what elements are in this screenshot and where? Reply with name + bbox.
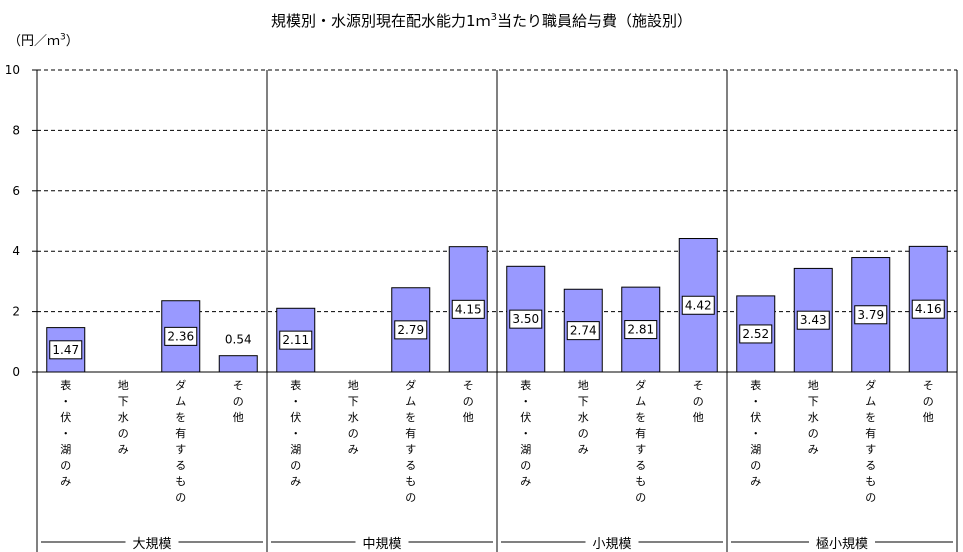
- group-label-bg: [809, 534, 875, 552]
- value-label: 4.42: [685, 298, 712, 312]
- value-label-box: [796, 310, 830, 330]
- y-tick-label: 4: [12, 244, 20, 258]
- value-label: 1.47: [52, 343, 79, 357]
- value-label-box: [49, 340, 83, 360]
- value-label: 2.74: [570, 324, 597, 338]
- value-label: 4.16: [915, 302, 942, 316]
- group-label: 極小規模: [816, 536, 868, 552]
- value-label-box: [624, 320, 658, 340]
- value-label: 3.43: [800, 313, 827, 327]
- value-label-box: [451, 299, 485, 319]
- y-tick-label: 0: [12, 365, 20, 379]
- value-label-box: [566, 321, 600, 341]
- value-label-box: [681, 295, 715, 315]
- chart-title: 規模別・水源別現在配水能力1ｍ3当たり職員給与費（施設別）: [271, 12, 692, 30]
- value-label-box: [739, 324, 773, 344]
- value-label-box: [164, 326, 198, 346]
- category-label: その他: [693, 379, 704, 424]
- y-tick-label: 10: [5, 63, 20, 77]
- group-label-bg: [585, 534, 639, 552]
- category-label: その他: [233, 379, 244, 424]
- y-tick-label: 6: [12, 184, 20, 198]
- category-label: ダムを有するもの: [405, 378, 416, 504]
- y-tick-label: 8: [12, 123, 20, 137]
- category-label: 地下水のみ: [348, 379, 359, 456]
- value-label-box: [279, 330, 313, 350]
- category-label: 表・伏・湖のみ: [750, 378, 761, 488]
- value-label-box: [854, 305, 888, 325]
- value-label: 2.52: [742, 327, 769, 341]
- group-label: 小規模: [592, 537, 631, 552]
- y-axis-unit: （円／ｍ3）: [8, 32, 79, 49]
- group-label-bg: [125, 534, 179, 552]
- value-label: 4.15: [455, 302, 482, 316]
- category-label: 表・伏・湖のみ: [290, 378, 301, 488]
- group-label-bg: [355, 534, 409, 552]
- value-label: 3.50: [512, 312, 539, 326]
- value-label-box: [911, 299, 945, 319]
- category-label: 地下水のみ: [578, 379, 589, 456]
- category-label: 地下水のみ: [808, 379, 819, 456]
- bar: [218, 355, 258, 373]
- category-label: 表・伏・湖のみ: [520, 378, 531, 488]
- value-label: 3.79: [857, 308, 884, 322]
- category-label: ダムを有するもの: [865, 378, 876, 504]
- group-label: 中規模: [362, 537, 401, 552]
- value-label: 2.36: [167, 329, 194, 343]
- value-label: 2.79: [397, 323, 424, 337]
- category-label: ダムを有するもの: [175, 378, 186, 504]
- category-label: その他: [923, 379, 934, 424]
- value-label: 2.11: [282, 333, 309, 347]
- category-label: ダムを有するもの: [635, 378, 646, 504]
- category-label: 地下水のみ: [118, 379, 129, 456]
- value-label-box: [509, 309, 543, 329]
- category-label: 表・伏・湖のみ: [60, 378, 71, 488]
- category-label: その他: [463, 379, 474, 424]
- value-label: 2.81: [627, 323, 654, 337]
- group-label: 大規模: [132, 537, 171, 552]
- value-label-box: [394, 320, 428, 340]
- y-tick-label: 2: [12, 305, 20, 319]
- value-label: 0.54: [225, 333, 252, 347]
